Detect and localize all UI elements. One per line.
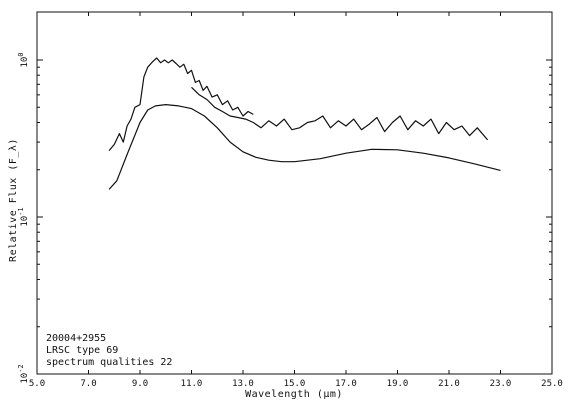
y-tick-base: 10	[20, 373, 30, 384]
y-tick-exponent: 0	[17, 52, 25, 56]
annotation-line-1: 20004+2955	[46, 333, 106, 344]
annotation-line-2: LRSC type 69	[46, 345, 118, 356]
y-tick-label: 10-1	[17, 207, 30, 226]
x-tick-label: 7.0	[80, 379, 96, 389]
x-tick-label: 13.0	[232, 379, 254, 389]
y-tick-exponent: -1	[17, 207, 25, 215]
x-axis: 5.0 7.0 9.0 11.0 13.0 15.0 17.0 19.0 21.0 23.0 25.…	[29, 12, 563, 389]
series-line-upper-noisy-red	[191, 86, 489, 141]
y-tick-base: 10	[20, 57, 30, 68]
y-tick-base: 10	[20, 216, 30, 227]
x-tick-label: 15.0	[284, 379, 306, 389]
x-tick-label: 23.0	[490, 379, 512, 389]
series-group	[108, 57, 501, 190]
x-tick-label: 25.0	[541, 379, 563, 389]
x-tick-label: 21.0	[438, 379, 460, 389]
plot-frame	[36, 11, 553, 375]
x-tick-label: 5.0	[29, 379, 45, 389]
x-tick-label: 9.0	[132, 379, 148, 389]
y-axis-title: Relative Flux (F_λ)	[8, 138, 19, 262]
y-tick-label: 100	[17, 52, 30, 67]
series-line-lower-smooth	[108, 103, 501, 190]
x-tick-label: 17.0	[335, 379, 357, 389]
x-tick-label: 11.0	[181, 379, 203, 389]
y-tick-exponent: -2	[17, 364, 25, 372]
annotation-line-3: spectrum qualities 22	[46, 357, 172, 368]
series-line-upper-noisy-blue	[108, 57, 254, 151]
y-tick-label: 10-2	[17, 364, 30, 383]
x-axis-title: Wavelength (μm)	[245, 389, 343, 400]
x-tick-label: 19.0	[387, 379, 409, 389]
